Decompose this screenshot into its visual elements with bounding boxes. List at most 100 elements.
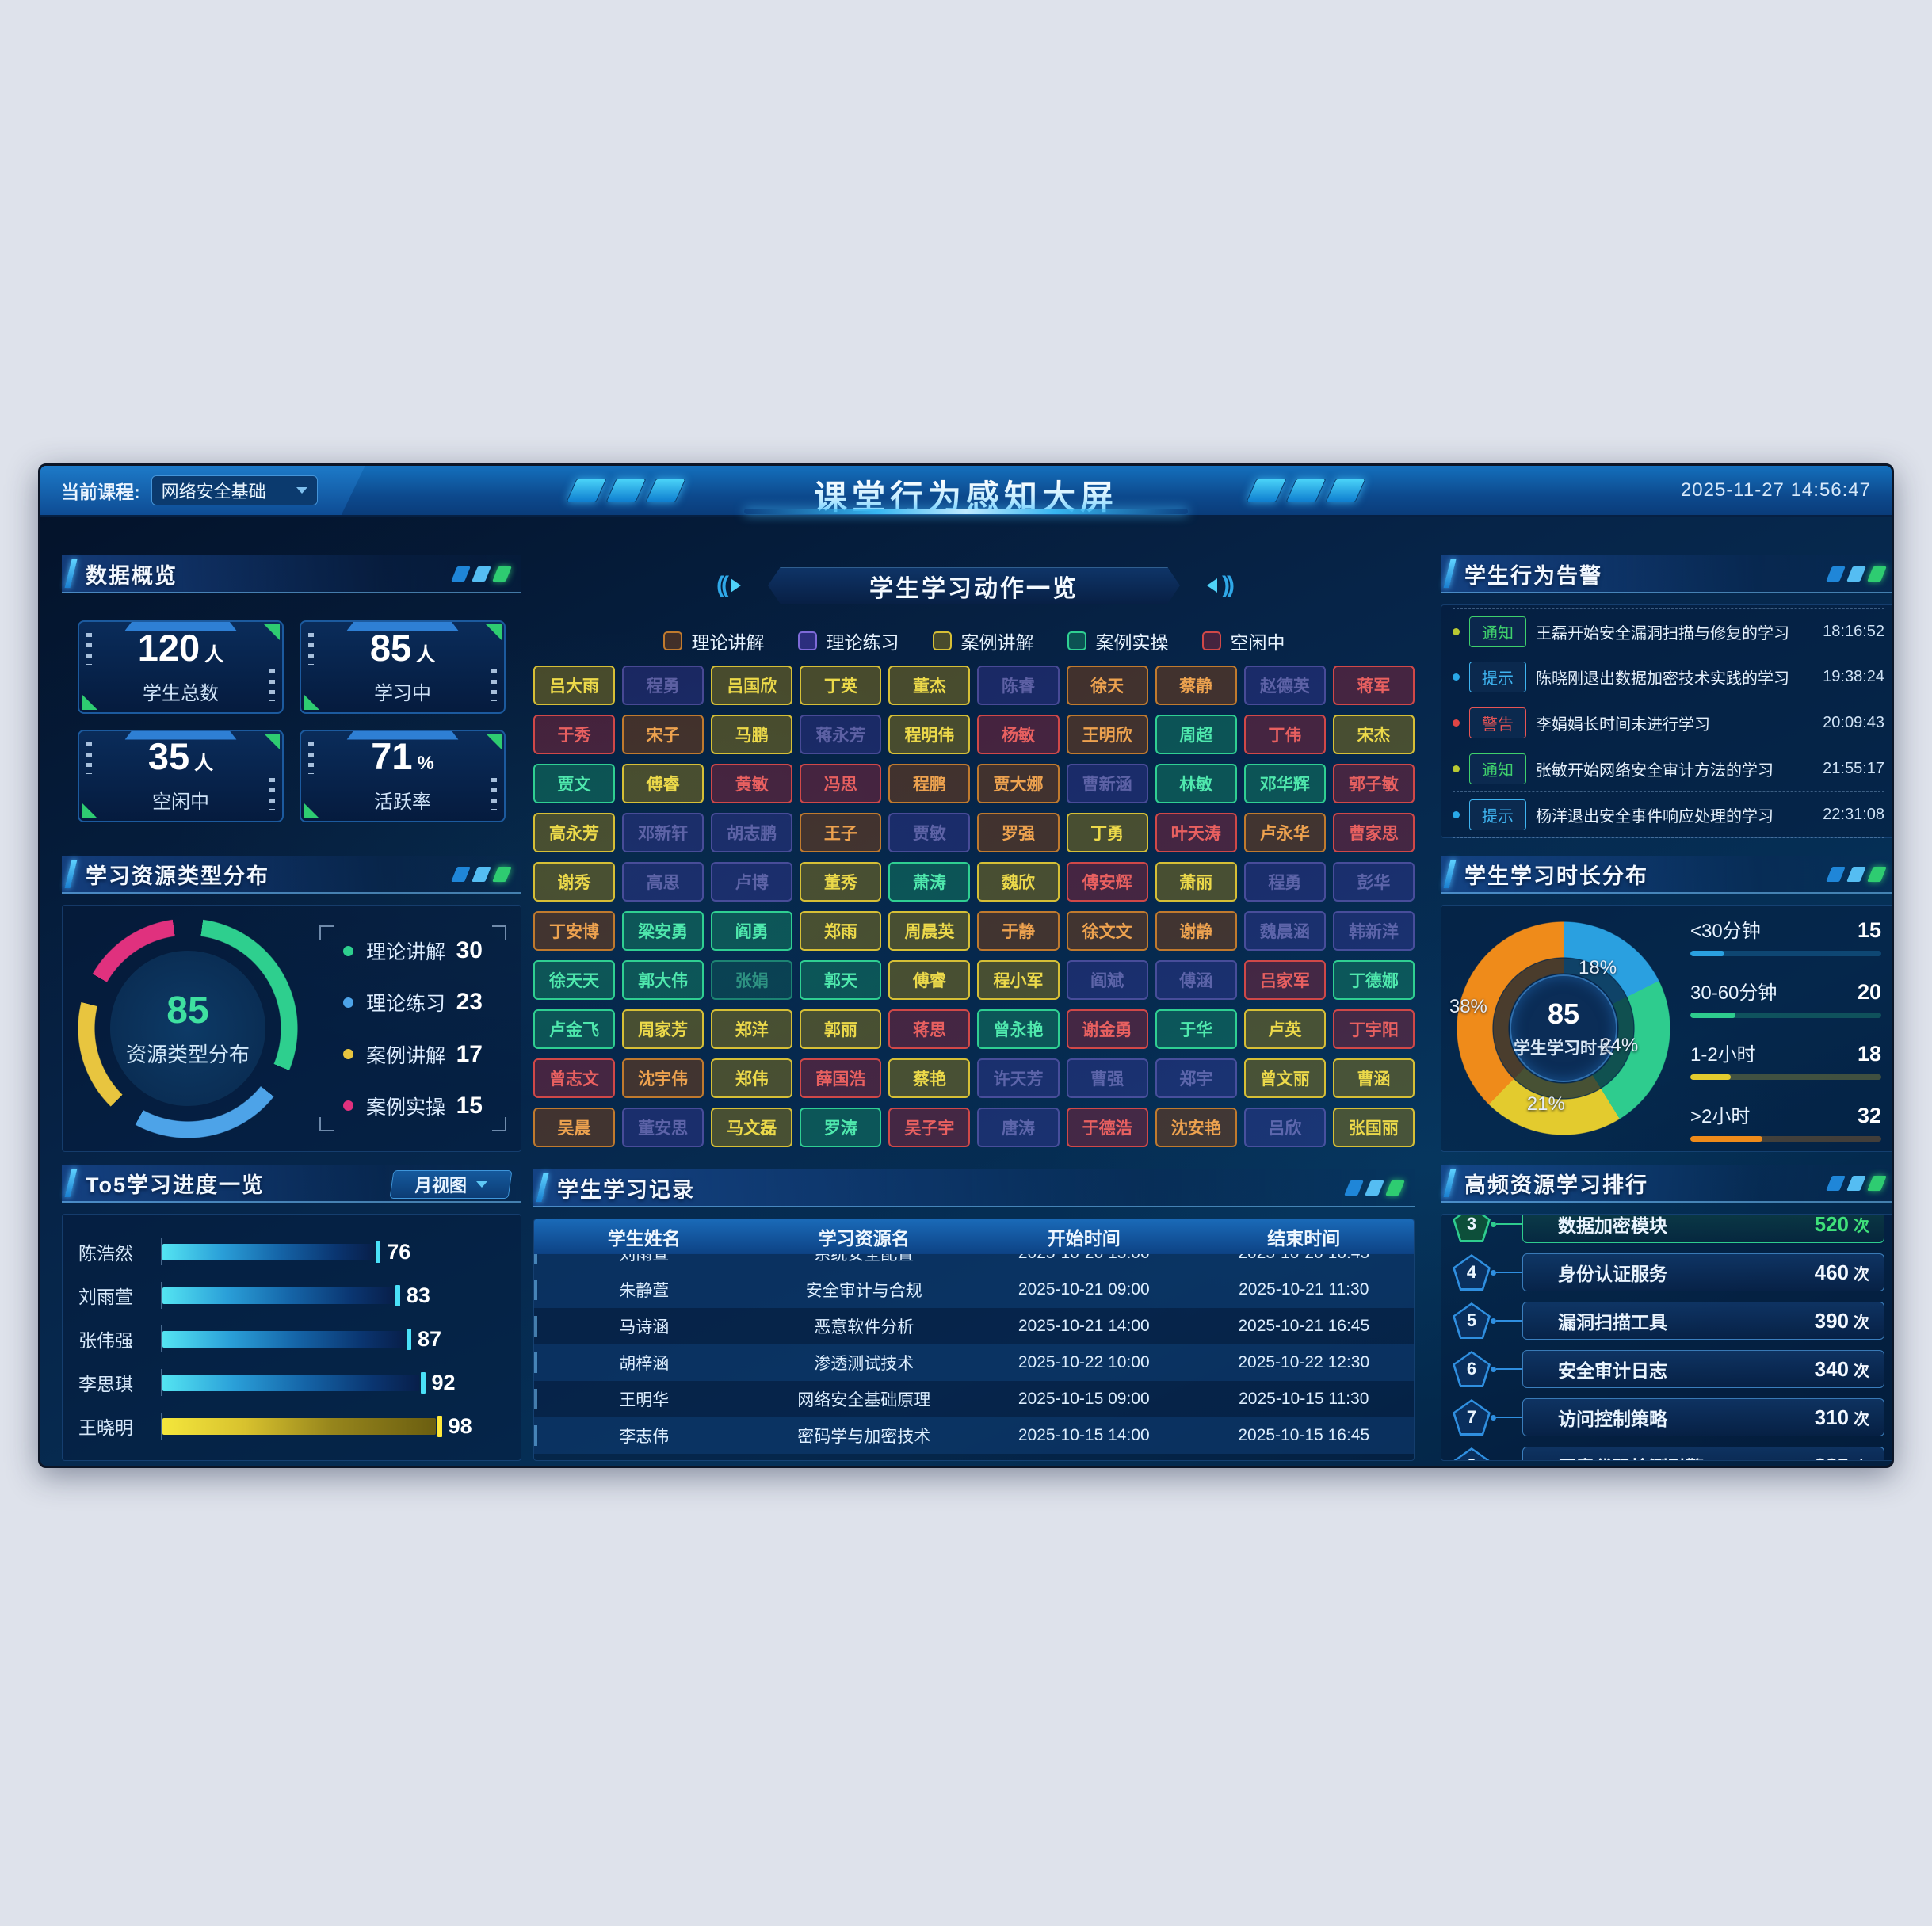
- student-action-cell[interactable]: 丁英: [800, 666, 882, 705]
- student-action-cell[interactable]: 吕大雨: [533, 666, 616, 705]
- student-action-cell[interactable]: 王明欣: [1066, 715, 1148, 754]
- table-row[interactable]: 马诗涵 恶意软件分析 2025-10-21 14:00 2025-10-21 1…: [534, 1308, 1414, 1344]
- student-action-cell[interactable]: 曹强: [1066, 1058, 1148, 1098]
- student-action-cell[interactable]: 卢博: [711, 862, 793, 902]
- student-action-cell[interactable]: 吕欣: [1243, 1108, 1326, 1147]
- student-action-cell[interactable]: 邓新轩: [622, 813, 704, 852]
- student-action-cell[interactable]: 吕国欣: [711, 666, 793, 705]
- student-action-cell[interactable]: 丁勇: [1066, 813, 1148, 852]
- student-action-cell[interactable]: 卢永华: [1243, 813, 1326, 852]
- student-action-cell[interactable]: 彭华: [1332, 862, 1415, 902]
- student-action-cell[interactable]: 谢静: [1155, 911, 1237, 951]
- student-action-cell[interactable]: 高思: [622, 862, 704, 902]
- student-action-cell[interactable]: 程小军: [977, 960, 1060, 1000]
- student-action-cell[interactable]: 董安思: [622, 1108, 704, 1147]
- student-action-cell[interactable]: 萧涛: [888, 862, 971, 902]
- student-action-cell[interactable]: 郑洋: [711, 1009, 793, 1049]
- student-action-cell[interactable]: 谢秀: [533, 862, 616, 902]
- month-view-button[interactable]: 月视图: [389, 1170, 513, 1199]
- student-action-cell[interactable]: 程鹏: [888, 764, 971, 803]
- student-action-cell[interactable]: 曾志文: [533, 1058, 616, 1098]
- student-action-cell[interactable]: 贾文: [533, 764, 616, 803]
- alert-item[interactable]: 通知 张敏开始网络安全审计方法的学习 21:55:17: [1453, 746, 1884, 792]
- student-action-cell[interactable]: 梁安勇: [622, 911, 704, 951]
- student-action-cell[interactable]: 沈安艳: [1155, 1108, 1237, 1147]
- student-action-cell[interactable]: 傅睿: [622, 764, 704, 803]
- student-action-cell[interactable]: 周家芳: [622, 1009, 704, 1049]
- student-action-cell[interactable]: 罗强: [977, 813, 1060, 852]
- student-action-cell[interactable]: 徐天: [1066, 666, 1148, 705]
- student-action-cell[interactable]: 张娟: [711, 960, 793, 1000]
- student-action-cell[interactable]: 阎勇: [711, 911, 793, 951]
- alert-item[interactable]: 警告 李娟娟长时间未进行学习 20:09:43: [1453, 700, 1884, 746]
- student-action-cell[interactable]: 萧丽: [1155, 862, 1237, 902]
- student-action-cell[interactable]: 于静: [977, 911, 1060, 951]
- student-action-cell[interactable]: 丁德娜: [1332, 960, 1415, 1000]
- ranking-item[interactable]: 8 恶意代码检测引擎 285 次: [1453, 1446, 1884, 1460]
- student-action-cell[interactable]: 郑宇: [1155, 1058, 1237, 1098]
- table-row[interactable]: 胡梓涵 渗透测试技术 2025-10-22 10:00 2025-10-22 1…: [534, 1344, 1414, 1381]
- student-action-cell[interactable]: 程勇: [1243, 862, 1326, 902]
- student-action-cell[interactable]: 曾文丽: [1243, 1058, 1326, 1098]
- student-action-cell[interactable]: 丁伟: [1243, 715, 1326, 754]
- student-action-cell[interactable]: 郭大伟: [622, 960, 704, 1000]
- student-action-cell[interactable]: 郭子敏: [1332, 764, 1415, 803]
- student-action-cell[interactable]: 蒋军: [1332, 666, 1415, 705]
- student-action-cell[interactable]: 魏欣: [977, 862, 1060, 902]
- student-action-cell[interactable]: 胡志鹏: [711, 813, 793, 852]
- student-action-cell[interactable]: 郭丽: [800, 1009, 882, 1049]
- student-action-cell[interactable]: 宋子: [622, 715, 704, 754]
- table-row[interactable]: 李志伟 密码学与加密技术 2025-10-15 14:00 2025-10-15…: [534, 1417, 1414, 1454]
- ranking-item[interactable]: 3 数据加密模块 520 次: [1453, 1215, 1884, 1244]
- student-action-cell[interactable]: 董秀: [800, 862, 882, 902]
- alert-item[interactable]: 提示 陈晓刚退出数据加密技术实践的学习 19:38:24: [1453, 654, 1884, 700]
- table-row[interactable]: 王明华 网络安全基础原理 2025-10-15 09:00 2025-10-15…: [534, 1381, 1414, 1417]
- student-action-cell[interactable]: 王子: [800, 813, 882, 852]
- student-action-cell[interactable]: 郭天: [800, 960, 882, 1000]
- student-action-cell[interactable]: 曾永艳: [977, 1009, 1060, 1049]
- student-action-cell[interactable]: 程明伟: [888, 715, 971, 754]
- student-action-cell[interactable]: 吕家军: [1243, 960, 1326, 1000]
- student-action-cell[interactable]: 傅涵: [1155, 960, 1237, 1000]
- student-action-cell[interactable]: 许天芳: [977, 1058, 1060, 1098]
- student-action-cell[interactable]: 贾大娜: [977, 764, 1060, 803]
- alert-item[interactable]: 通知 王磊开始安全漏洞扫描与修复的学习 18:16:52: [1453, 608, 1884, 654]
- student-action-cell[interactable]: 冯思: [800, 764, 882, 803]
- student-action-cell[interactable]: 马文磊: [711, 1108, 793, 1147]
- student-action-cell[interactable]: 曹涵: [1332, 1058, 1415, 1098]
- student-action-cell[interactable]: 徐天天: [533, 960, 616, 1000]
- student-action-cell[interactable]: 林敏: [1155, 764, 1237, 803]
- student-action-cell[interactable]: 卢金飞: [533, 1009, 616, 1049]
- student-action-cell[interactable]: 丁安博: [533, 911, 616, 951]
- student-action-cell[interactable]: 卢英: [1243, 1009, 1326, 1049]
- student-action-cell[interactable]: 马鹏: [711, 715, 793, 754]
- student-action-cell[interactable]: 董杰: [888, 666, 971, 705]
- student-action-cell[interactable]: 曹新涵: [1066, 764, 1148, 803]
- table-row[interactable]: 朱静萱 安全审计与合规 2025-10-21 09:00 2025-10-21 …: [534, 1272, 1414, 1308]
- student-action-cell[interactable]: 黄敏: [711, 764, 793, 803]
- student-action-cell[interactable]: 韩新洋: [1332, 911, 1415, 951]
- student-action-cell[interactable]: 蔡静: [1155, 666, 1237, 705]
- student-action-cell[interactable]: 程勇: [622, 666, 704, 705]
- student-action-cell[interactable]: 徐文文: [1066, 911, 1148, 951]
- student-action-cell[interactable]: 蒋思: [888, 1009, 971, 1049]
- student-action-cell[interactable]: 曹家思: [1332, 813, 1415, 852]
- student-action-cell[interactable]: 周晨英: [888, 911, 971, 951]
- ranking-item[interactable]: 7 访问控制策略 310 次: [1453, 1398, 1884, 1437]
- student-action-cell[interactable]: 蒋永芳: [800, 715, 882, 754]
- ranking-item[interactable]: 4 身份认证服务 460 次: [1453, 1253, 1884, 1292]
- student-action-cell[interactable]: 于秀: [533, 715, 616, 754]
- student-action-cell[interactable]: 傅安辉: [1066, 862, 1148, 902]
- student-action-cell[interactable]: 赵德英: [1243, 666, 1326, 705]
- student-action-cell[interactable]: 吴晨: [533, 1108, 616, 1147]
- student-action-cell[interactable]: 阎斌: [1066, 960, 1148, 1000]
- student-action-cell[interactable]: 傅睿: [888, 960, 971, 1000]
- student-action-cell[interactable]: 于华: [1155, 1009, 1237, 1049]
- student-action-cell[interactable]: 杨敏: [977, 715, 1060, 754]
- student-action-cell[interactable]: 贾敏: [888, 813, 971, 852]
- student-action-cell[interactable]: 于德浩: [1066, 1108, 1148, 1147]
- student-action-cell[interactable]: 周超: [1155, 715, 1237, 754]
- next-page-button[interactable]: )): [1207, 572, 1235, 599]
- ranking-item[interactable]: 5 漏洞扫描工具 390 次: [1453, 1301, 1884, 1341]
- student-action-cell[interactable]: 蔡艳: [888, 1058, 971, 1098]
